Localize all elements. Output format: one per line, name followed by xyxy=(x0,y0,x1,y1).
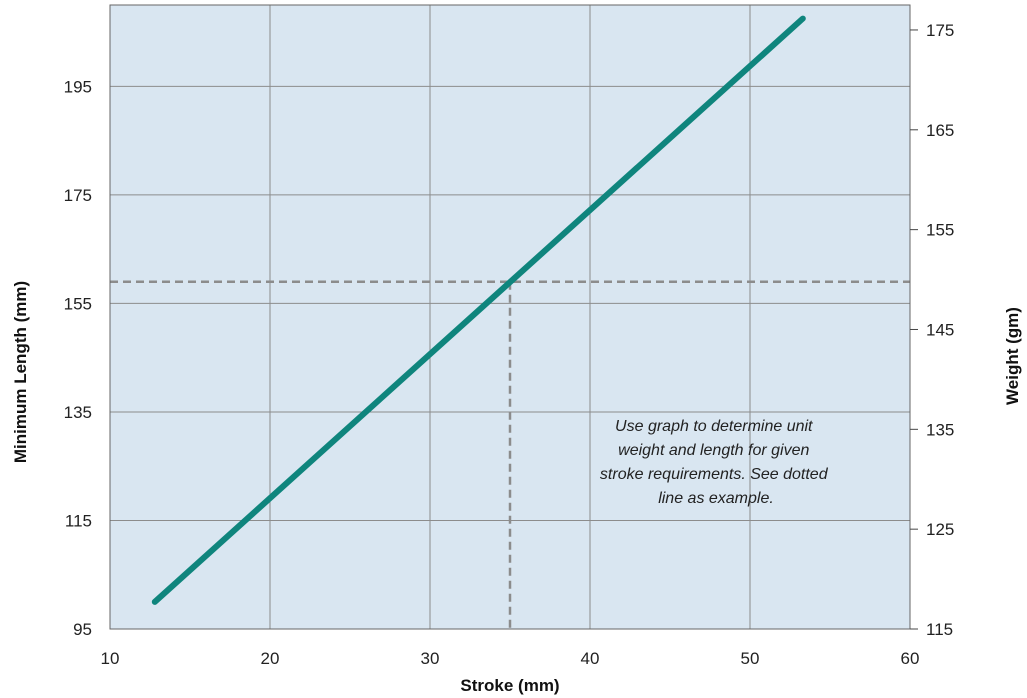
x-axis-label: Stroke (mm) xyxy=(460,676,559,695)
y-left-tick-label: 195 xyxy=(64,77,92,96)
annotation-line-2: weight and length for given xyxy=(618,442,809,459)
x-tick-label: 20 xyxy=(261,649,280,668)
annotation-note: Use graph to determine unit weight and l… xyxy=(600,418,832,507)
y-right-tick-label: 155 xyxy=(926,221,954,240)
y-right-tick-label: 165 xyxy=(926,121,954,140)
x-tick-label: 40 xyxy=(581,649,600,668)
x-tick-label: 60 xyxy=(901,649,920,668)
y-right-tick-label: 115 xyxy=(926,620,953,639)
y-left-tick-label: 95 xyxy=(73,620,92,639)
y-right-tick-labels: 115 125 135 145 155 165 175 xyxy=(910,21,954,639)
y-right-tick-label: 125 xyxy=(926,520,954,539)
y-left-tick-label: 155 xyxy=(64,294,92,313)
x-tick-label: 30 xyxy=(421,649,440,668)
y-left-tick-label: 115 xyxy=(65,511,92,530)
y2-axis-label: Weight (gm) xyxy=(1003,307,1022,405)
series-line xyxy=(151,15,806,605)
y-right-tick-label: 145 xyxy=(926,320,954,339)
y-right-tick-label: 135 xyxy=(926,420,954,439)
y-axis-label: Minimum Length (mm) xyxy=(11,281,30,463)
plot-frame xyxy=(109,4,911,630)
x-tick-label: 10 xyxy=(101,649,120,668)
series-layer xyxy=(151,15,806,605)
y-left-tick-label: 135 xyxy=(64,403,92,422)
annotation-line-1: Use graph to determine unit xyxy=(615,418,813,435)
x-tick-labels: 10 20 30 40 50 60 xyxy=(101,649,920,668)
annotation-line-3: stroke requirements. See dotted xyxy=(600,466,829,483)
annotation-line-4: line as example. xyxy=(658,490,774,507)
y-right-tick-label: 175 xyxy=(926,21,954,40)
y-left-tick-label: 175 xyxy=(64,186,92,205)
example-dotted-lines xyxy=(110,280,910,629)
y-left-tick-labels: 95 115 135 155 175 195 xyxy=(64,77,92,639)
x-tick-label: 50 xyxy=(741,649,760,668)
